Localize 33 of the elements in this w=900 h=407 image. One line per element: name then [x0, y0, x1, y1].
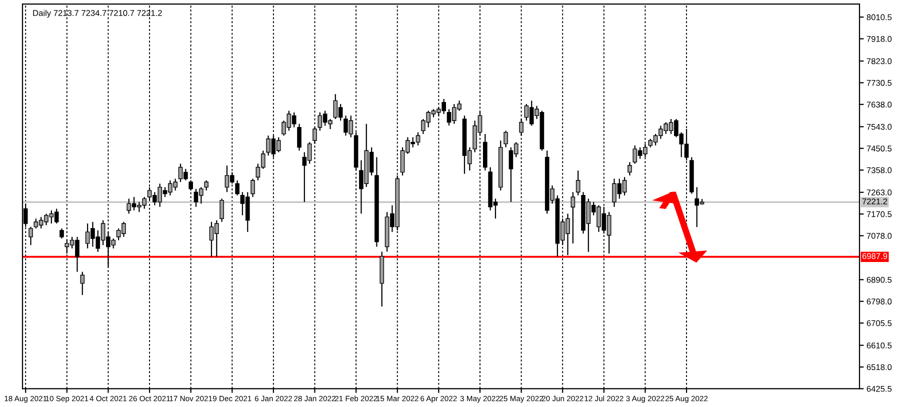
y-tick-label: 6705.5 — [866, 320, 892, 326]
y-tick-label: 7358.0 — [866, 167, 892, 174]
y-tick-label: 7638.0 — [866, 102, 892, 108]
candlestick — [628, 162, 632, 176]
y-tick-label: 8010.5 — [866, 14, 892, 20]
candlestick — [504, 130, 508, 148]
ref-line-label: 6987.9 — [862, 253, 888, 260]
y-tick-label: 7543.0 — [866, 124, 892, 130]
y-tick-label: 7823.0 — [866, 58, 892, 64]
candlestick — [60, 228, 64, 240]
y-tick-label: 7730.5 — [866, 80, 892, 86]
y-tick-label: 6798.0 — [866, 298, 892, 304]
candlestick — [28, 226, 33, 246]
candlestick — [220, 198, 224, 222]
candlestick — [250, 178, 255, 198]
candlestick — [204, 180, 208, 192]
y-tick-label: 7263.0 — [866, 190, 892, 196]
y-tick-label: 6518.0 — [866, 364, 892, 370]
ref-line-label: 7221.2 — [862, 198, 888, 204]
y-tick-label: 6890.5 — [866, 276, 892, 283]
candlestick — [297, 123, 302, 152]
y-tick-label: 7450.5 — [866, 146, 892, 152]
candlestick — [188, 180, 193, 192]
y-tick-label: 7918.0 — [866, 36, 892, 42]
candlestick — [576, 170, 580, 196]
candlestick — [235, 180, 240, 196]
candlestick — [80, 271, 85, 296]
text: Daily 7213.7 7234.7 7210.7 7221.2 — [33, 10, 162, 18]
y-tick-label: 7170.5 — [866, 211, 892, 218]
y-tick-label: 6425.5 — [866, 386, 892, 392]
y-tick-label: 7078.0 — [866, 232, 892, 239]
candlestick — [570, 192, 576, 244]
y-tick-label: 6610.5 — [866, 342, 892, 348]
